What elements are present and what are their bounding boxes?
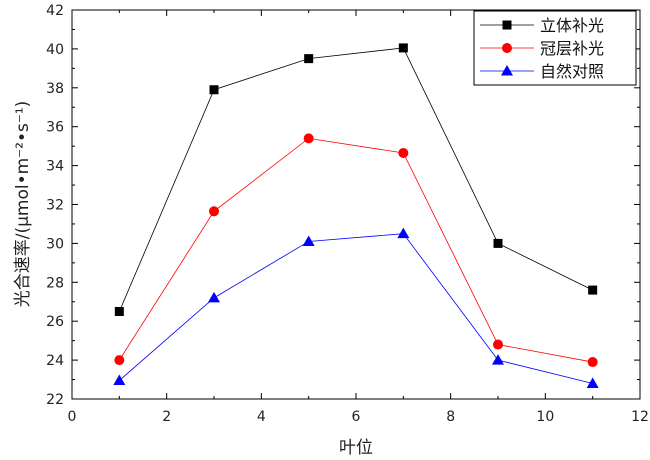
legend-label-1: 冠层补光 bbox=[540, 39, 604, 58]
series-0-point bbox=[209, 85, 219, 95]
x-tick-label: 4 bbox=[257, 409, 266, 425]
y-tick-label: 38 bbox=[46, 81, 64, 97]
y-tick-label: 36 bbox=[46, 120, 64, 136]
y-tick-label: 28 bbox=[46, 275, 64, 291]
series-1-point bbox=[209, 206, 219, 217]
series-1-point bbox=[114, 355, 125, 366]
x-tick-label: 10 bbox=[536, 409, 554, 425]
series-2-point bbox=[492, 354, 504, 365]
series-0-point bbox=[114, 306, 124, 316]
series-0-point bbox=[304, 54, 314, 64]
y-tick-label: 30 bbox=[46, 236, 64, 252]
legend-marker-2 bbox=[501, 65, 513, 76]
series-0-point bbox=[588, 285, 598, 295]
y-axis-title: 光合速率/(μmol•m⁻²•s⁻¹) bbox=[13, 101, 33, 308]
y-tick-label: 42 bbox=[46, 3, 64, 19]
series-2-line bbox=[119, 233, 593, 384]
y-tick-label: 40 bbox=[46, 42, 64, 58]
series-1-point bbox=[303, 133, 314, 144]
series-0-line bbox=[118, 47, 593, 312]
y-tick-label: 32 bbox=[46, 198, 64, 214]
x-tick-label: 12 bbox=[631, 409, 649, 425]
series-1-point bbox=[587, 357, 598, 368]
x-tick-label: 2 bbox=[162, 409, 171, 425]
series-2-point bbox=[397, 227, 410, 239]
y-tick-label: 26 bbox=[46, 314, 64, 330]
y-tick-label: 24 bbox=[46, 353, 64, 369]
series-0-point bbox=[493, 238, 503, 248]
x-tick-label: 8 bbox=[446, 409, 455, 425]
legend-marker-0 bbox=[502, 20, 512, 30]
x-axis-title: 叶位 bbox=[339, 438, 373, 458]
y-tick-label: 22 bbox=[46, 392, 64, 408]
legend-label-2: 自然对照 bbox=[540, 62, 604, 81]
series-2-point bbox=[586, 377, 599, 388]
legend-label-0: 立体补光 bbox=[540, 16, 604, 35]
x-tick-label: 6 bbox=[352, 409, 361, 425]
series-2-point bbox=[113, 374, 126, 386]
series-1-point bbox=[398, 147, 409, 158]
legend-marker-1 bbox=[502, 43, 512, 53]
series-1-point bbox=[493, 339, 503, 350]
y-tick-label: 34 bbox=[46, 159, 64, 175]
series-0-point bbox=[398, 43, 408, 53]
series-1-line bbox=[118, 137, 593, 363]
series-2-point bbox=[208, 291, 220, 303]
series-2-point bbox=[302, 235, 315, 246]
x-tick-label: 0 bbox=[68, 409, 77, 425]
